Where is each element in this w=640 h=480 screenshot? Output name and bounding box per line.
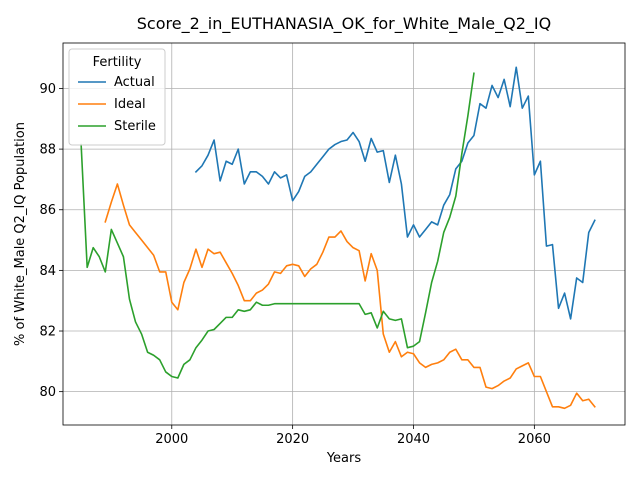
y-tick-label: 84 [39, 264, 56, 279]
legend: Fertility Actual Ideal Sterile [68, 48, 166, 146]
series-line-sterile [80, 72, 475, 379]
axis-ticks: 2000 2020 2040 2060 80 82 84 86 88 90 [39, 82, 550, 447]
grid-lines [63, 43, 625, 425]
series-lines [80, 66, 596, 410]
legend-label: Actual [114, 75, 155, 90]
plot-frame [62, 42, 626, 426]
chart-title: Score_2_in_EUTHANASIA_OK_for_White_Male_… [137, 14, 551, 34]
x-tick-label: 2020 [276, 432, 309, 447]
y-axis-label: % of White_Male Q2_IQ Population [13, 122, 28, 346]
x-tick-label: 2060 [518, 432, 551, 447]
series-line-actual [194, 66, 596, 320]
legend-label: Ideal [114, 97, 146, 112]
y-tick-label: 86 [39, 203, 56, 218]
y-tick-label: 82 [39, 325, 56, 340]
x-axis-label: Years [326, 451, 362, 466]
y-tick-label: 80 [39, 385, 56, 400]
x-tick-label: 2000 [155, 432, 188, 447]
y-tick-label: 90 [39, 82, 56, 97]
series-line-ideal [104, 183, 596, 410]
legend-box [68, 48, 166, 146]
x-tick-label: 2040 [397, 432, 430, 447]
legend-title: Fertility [93, 55, 142, 70]
y-tick-label: 88 [39, 143, 56, 158]
legend-label: Sterile [114, 119, 156, 134]
